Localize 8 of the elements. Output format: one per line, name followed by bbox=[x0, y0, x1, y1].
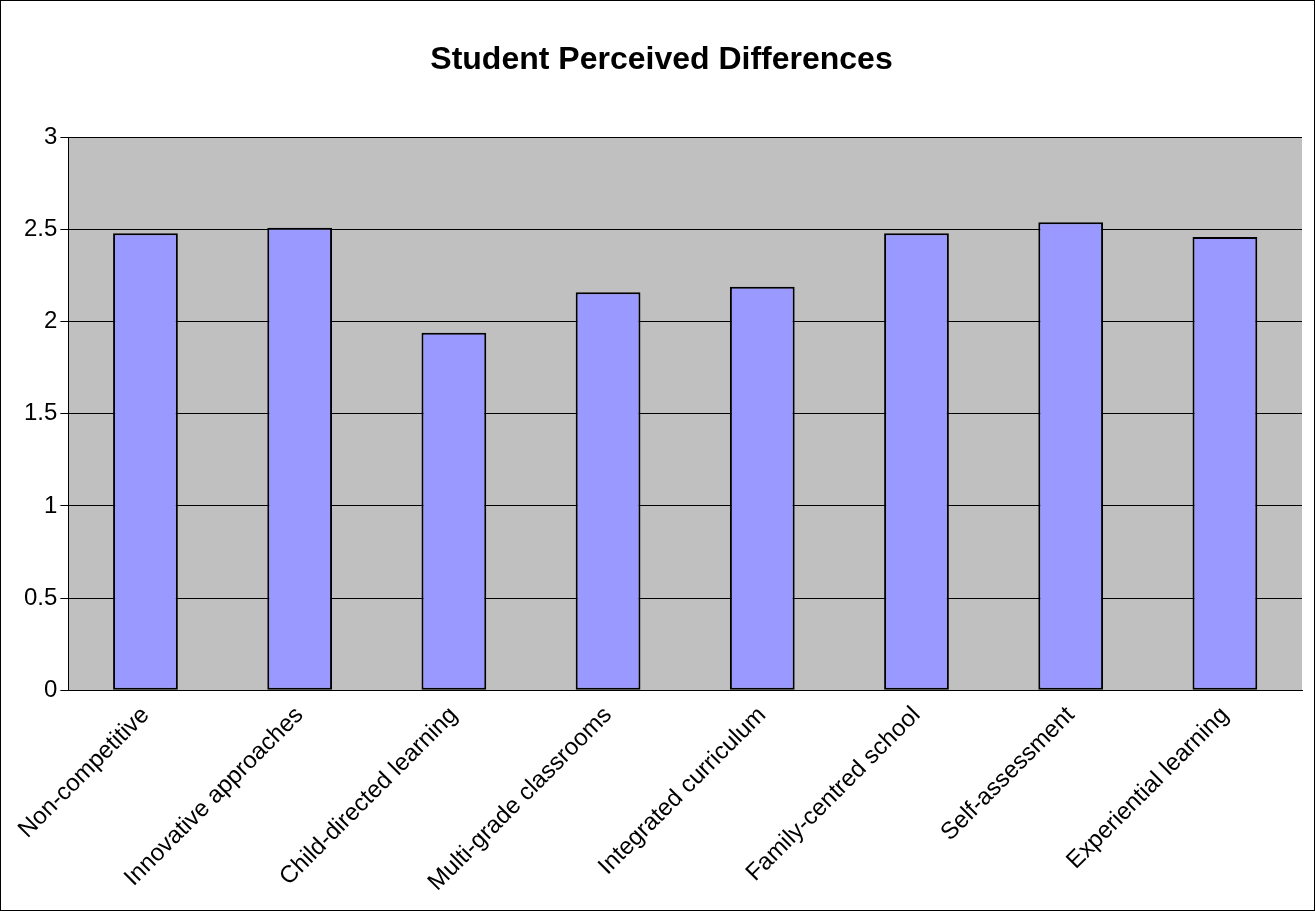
y-tick-label: 3 bbox=[44, 122, 58, 150]
y-tick-label: 0.5 bbox=[23, 582, 58, 610]
y-tick-label: 1.5 bbox=[23, 398, 58, 426]
y-tick-label: 1 bbox=[44, 490, 58, 518]
y-tick-label: 2 bbox=[44, 306, 58, 334]
chart-title: Student Perceived Differences bbox=[430, 40, 893, 77]
y-tick-label: 2.5 bbox=[23, 214, 58, 242]
y-tick-label: 0 bbox=[44, 674, 58, 702]
